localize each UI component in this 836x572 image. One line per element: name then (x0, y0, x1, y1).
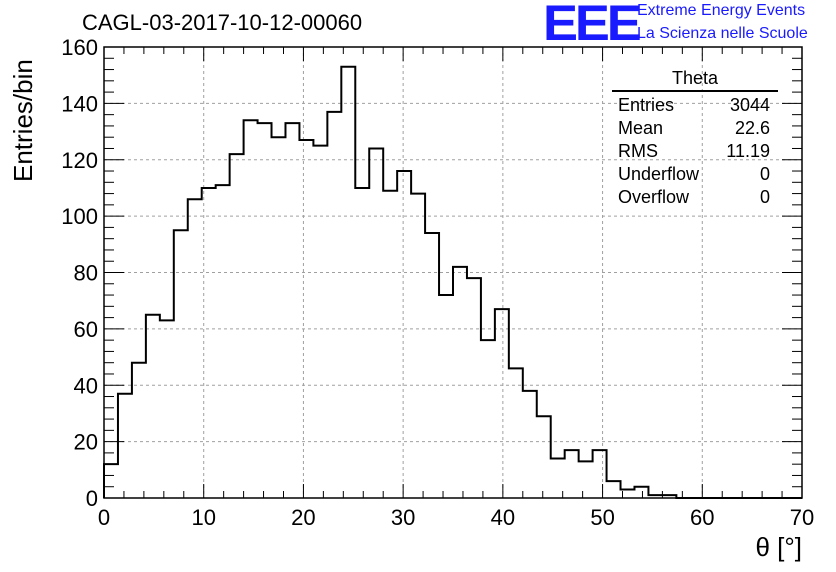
histogram-bin (467, 278, 481, 498)
x-tick-label: 70 (790, 505, 814, 530)
histogram-bin (579, 461, 593, 498)
stats-label: Underflow (618, 164, 700, 184)
logo-letters: EEE (543, 0, 642, 51)
y-axis-label: Entries/bin (8, 59, 38, 182)
y-tick-label: 140 (61, 91, 98, 116)
histogram-bin (481, 340, 495, 498)
histogram-bin (565, 450, 579, 498)
histogram-bin (537, 416, 551, 498)
histogram-bin (327, 112, 341, 498)
y-tick-label: 60 (74, 317, 98, 342)
y-tick-label: 120 (61, 148, 98, 173)
histogram-bin (397, 171, 411, 498)
histogram-bin (244, 120, 258, 498)
histogram-bin (523, 391, 537, 498)
histogram-bin (118, 394, 132, 498)
histogram-bin (607, 481, 621, 498)
x-tick-label: 20 (291, 505, 315, 530)
histogram-bin (369, 148, 383, 498)
x-tick-label: 60 (690, 505, 714, 530)
stats-row-entries: Entries 3044 (612, 94, 778, 117)
histogram-bin (132, 363, 146, 498)
histogram-bin (285, 123, 299, 498)
histogram-bin (495, 309, 509, 498)
x-axis-label: θ [°] (755, 532, 802, 562)
stats-value: 11.19 (726, 141, 770, 161)
logo-line-1: Extreme Energy Events (637, 2, 806, 19)
histogram-bin (146, 315, 160, 498)
histogram-bin (593, 450, 607, 498)
stats-label: Overflow (618, 187, 690, 207)
histogram-bin (425, 233, 439, 498)
x-tick-label: 0 (98, 505, 110, 530)
histogram-bin (104, 464, 118, 498)
y-tick-label: 160 (61, 35, 98, 60)
x-tick-label: 50 (590, 505, 614, 530)
histogram-bin (216, 185, 230, 498)
histogram-bin (453, 267, 467, 498)
stats-title: Theta (612, 68, 778, 92)
stats-row-underflow: Underflow 0 (612, 163, 778, 186)
x-tick-label: 10 (191, 505, 215, 530)
histogram-series (103, 65, 802, 499)
stats-value: 3044 (729, 95, 770, 115)
stats-value: 22.6 (734, 118, 770, 138)
histogram-bin (160, 320, 174, 498)
y-tick-label: 0 (86, 486, 98, 511)
histogram-bin (272, 137, 286, 498)
y-tick-label: 40 (74, 373, 98, 398)
y-tick-label: 100 (61, 204, 98, 229)
stats-value: 0 (759, 164, 770, 184)
stats-value: 0 (759, 187, 770, 207)
histogram-bin (188, 199, 202, 498)
x-tick-label: 30 (391, 505, 415, 530)
histogram-bin (439, 295, 453, 498)
tick-marks (103, 46, 803, 499)
histogram-bin (383, 191, 397, 498)
histogram-bin (341, 67, 355, 498)
histogram-bin (634, 487, 648, 498)
histogram-bin (258, 123, 272, 498)
x-tick-label: 40 (491, 505, 515, 530)
stats-label: Mean (618, 118, 664, 138)
stats-label: Entries (618, 95, 675, 115)
histogram-bin (202, 188, 216, 498)
stats-row-mean: Mean 22.6 (612, 117, 778, 140)
histogram-bin (411, 194, 425, 498)
stats-label: RMS (618, 141, 658, 161)
chart-title: CAGL-03-2017-10-12-00060 (82, 10, 363, 35)
logo-line-2: La Scienza nelle Scuole (637, 25, 808, 42)
histogram-bin (509, 368, 523, 498)
stats-row-rms: RMS 11.19 (612, 140, 778, 163)
histogram-outline (103, 65, 802, 499)
histogram-bin (299, 140, 313, 498)
tick-labels: 0 20 40 60 80 100 120 140 160 0 10 20 30 40 50 60 70 (61, 35, 814, 530)
y-tick-label: 80 (74, 261, 98, 286)
stats-box: Theta Entries 3044 Mean 22.6 RMS 11.19 U… (612, 68, 778, 209)
y-tick-label: 20 (74, 430, 98, 455)
histogram-bin (355, 188, 369, 498)
histogram-bin (174, 230, 188, 498)
histogram-bin (230, 154, 244, 498)
histogram-bin (313, 146, 327, 498)
stats-row-overflow: Overflow 0 (612, 186, 778, 209)
